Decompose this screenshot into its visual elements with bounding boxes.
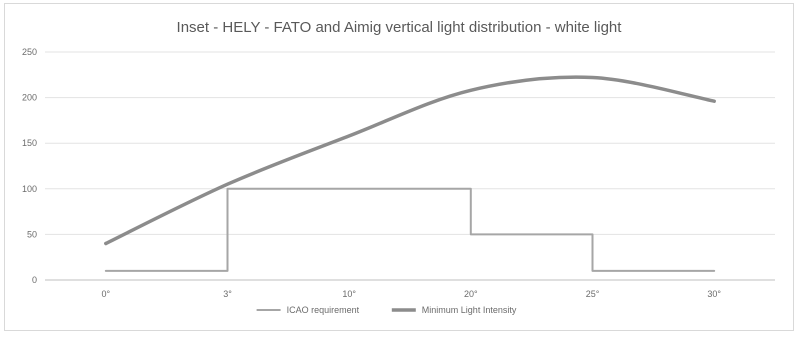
- series-lines: [104, 75, 716, 272]
- x-tick-label: 10°: [342, 289, 356, 299]
- x-tick-label: 20°: [464, 289, 478, 299]
- axes: 0 50 100 150 200 250 0° 3° 10° 20° 25° 30°: [22, 47, 721, 299]
- chart-title: Inset - HELY - FATO and Aimig vertical l…: [177, 19, 623, 36]
- y-tick-label: 250: [22, 47, 37, 57]
- y-tick-label: 100: [22, 184, 37, 194]
- y-tick-label: 0: [32, 275, 37, 285]
- y-tick-label: 150: [22, 138, 37, 148]
- line-chart: Inset - HELY - FATO and Aimig vertical l…: [22, 19, 775, 315]
- chart-container: Inset - HELY - FATO and Aimig vertical l…: [4, 3, 794, 331]
- legend-label: ICAO requirement: [287, 305, 360, 315]
- x-tick-label: 3°: [223, 289, 232, 299]
- y-tick-label: 50: [27, 229, 37, 239]
- series-line-minimum-light-intensity: [104, 75, 716, 246]
- legend-label: Minimum Light Intensity: [422, 305, 517, 315]
- legend: ICAO requirement Minimum Light Intensity: [256, 305, 517, 315]
- gridlines: [45, 51, 775, 281]
- y-tick-label: 200: [22, 93, 37, 103]
- x-tick-label: 0°: [102, 289, 111, 299]
- x-tick-label: 30°: [707, 289, 721, 299]
- x-tick-label: 25°: [586, 289, 600, 299]
- series-line-icao-requirement: [104, 187, 716, 272]
